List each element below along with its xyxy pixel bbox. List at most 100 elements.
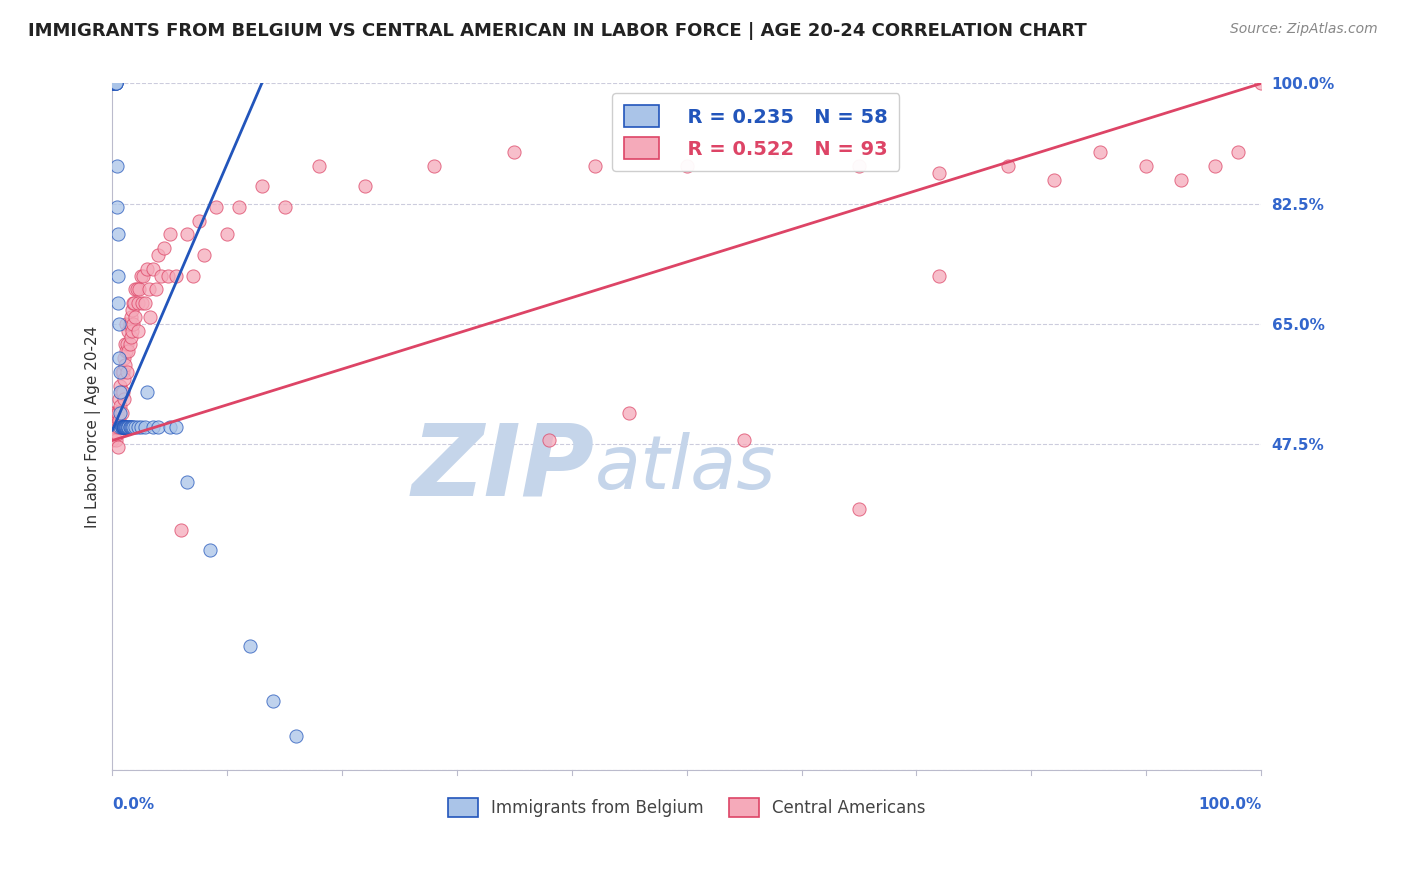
Point — [117, 365, 139, 379]
Point — [239, 640, 262, 654]
Point — [675, 159, 697, 173]
Point — [128, 282, 150, 296]
Y-axis label: In Labor Force | Age 20-24: In Labor Force | Age 20-24 — [86, 326, 101, 528]
Point — [111, 419, 134, 434]
Point — [118, 337, 141, 351]
Point — [107, 296, 129, 310]
Point — [108, 317, 131, 331]
Point — [124, 419, 146, 434]
Point — [159, 419, 181, 434]
Point — [124, 282, 146, 296]
Point — [135, 261, 157, 276]
Point — [114, 337, 136, 351]
Point — [110, 419, 132, 434]
Point — [127, 419, 149, 434]
Point — [105, 426, 128, 441]
Point — [1204, 159, 1226, 173]
Point — [122, 296, 145, 310]
Point — [928, 166, 950, 180]
Point — [117, 419, 139, 434]
Point — [104, 406, 127, 420]
Point — [117, 344, 139, 359]
Point — [114, 358, 136, 372]
Point — [181, 268, 204, 283]
Point — [115, 419, 138, 434]
Legend: Immigrants from Belgium, Central Americans: Immigrants from Belgium, Central America… — [441, 791, 932, 823]
Point — [107, 268, 129, 283]
Point — [110, 419, 132, 434]
Text: Source: ZipAtlas.com: Source: ZipAtlas.com — [1230, 22, 1378, 37]
Point — [110, 419, 132, 434]
Point — [148, 419, 170, 434]
Point — [217, 227, 239, 242]
Point — [108, 392, 131, 407]
Point — [134, 296, 156, 310]
Point — [111, 419, 134, 434]
Point — [848, 159, 870, 173]
Point — [115, 419, 138, 434]
Point — [120, 419, 142, 434]
Point — [122, 296, 145, 310]
Point — [121, 419, 143, 434]
Point — [117, 419, 139, 434]
Point — [1170, 172, 1192, 186]
Point — [1043, 172, 1066, 186]
Point — [733, 434, 755, 448]
Point — [170, 523, 193, 537]
Point — [204, 200, 226, 214]
Point — [114, 419, 136, 434]
Point — [101, 77, 124, 91]
Point — [104, 77, 127, 91]
Point — [848, 502, 870, 516]
Point — [117, 324, 139, 338]
Point — [118, 317, 141, 331]
Point — [354, 179, 377, 194]
Text: 0.0%: 0.0% — [112, 797, 155, 813]
Point — [101, 77, 124, 91]
Point — [117, 419, 139, 434]
Point — [110, 365, 132, 379]
Point — [159, 227, 181, 242]
Point — [129, 268, 152, 283]
Point — [111, 365, 134, 379]
Point — [104, 77, 127, 91]
Point — [149, 268, 172, 283]
Point — [1135, 159, 1157, 173]
Point — [110, 399, 132, 413]
Point — [768, 145, 790, 160]
Point — [108, 351, 131, 365]
Point — [104, 77, 127, 91]
Text: IMMIGRANTS FROM BELGIUM VS CENTRAL AMERICAN IN LABOR FORCE | AGE 20-24 CORRELATI: IMMIGRANTS FROM BELGIUM VS CENTRAL AMERI… — [28, 22, 1087, 40]
Point — [997, 159, 1019, 173]
Point — [262, 694, 284, 708]
Point — [118, 419, 141, 434]
Point — [104, 77, 127, 91]
Point — [112, 419, 135, 434]
Point — [193, 248, 215, 262]
Point — [138, 282, 160, 296]
Point — [112, 419, 135, 434]
Point — [110, 406, 132, 420]
Point — [124, 310, 146, 324]
Point — [105, 200, 128, 214]
Point — [1250, 77, 1272, 91]
Point — [112, 419, 135, 434]
Point — [101, 406, 124, 420]
Point — [131, 296, 153, 310]
Point — [107, 440, 129, 454]
Point — [165, 419, 187, 434]
Point — [142, 419, 165, 434]
Point — [121, 324, 143, 338]
Point — [120, 310, 142, 324]
Point — [107, 227, 129, 242]
Point — [110, 419, 132, 434]
Point — [503, 145, 526, 160]
Point — [105, 159, 128, 173]
Point — [250, 179, 273, 194]
Point — [112, 351, 135, 365]
Point — [121, 303, 143, 318]
Point — [107, 419, 129, 434]
Text: 100.0%: 100.0% — [1198, 797, 1261, 813]
Point — [101, 77, 124, 91]
Point — [110, 385, 132, 400]
